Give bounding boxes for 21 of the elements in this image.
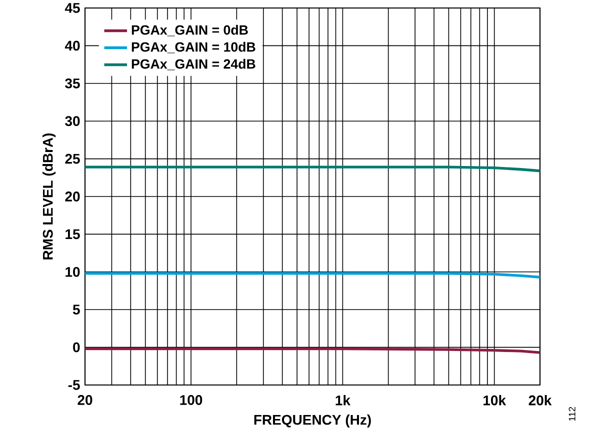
y-tick-label: 20 [65,192,80,202]
y-axis-title: RMS LEVEL (dBrA) [42,133,56,260]
legend-label: PGAx_GAIN = 10dB [132,42,256,54]
y-tick-label: 15 [66,229,80,240]
y-tick-label: 25 [65,154,80,164]
x-tick-label: 1k [336,395,350,406]
x-tick-label: 100 [180,395,202,405]
x-axis-title: FREQUENCY (Hz) [254,414,371,428]
legend-label: PGAx_GAIN = 24dB [132,58,256,70]
y-tick-label: 35 [65,78,80,88]
x-tick-label: 10k [484,395,506,406]
y-tick-label: 10 [66,266,80,277]
legend-label: PGAx_GAIN = 0dB [132,24,248,36]
y-tick-label: 30 [65,116,80,126]
y-tick-label: 40 [64,40,80,51]
y-tick-label: 5 [72,304,80,314]
y-tick-label: 0 [73,342,80,352]
text: 112 [568,407,576,421]
y-tick-label: 45 [64,3,80,13]
y-tick-label: -5 [68,380,80,390]
x-tick-label: 20k [528,395,552,406]
